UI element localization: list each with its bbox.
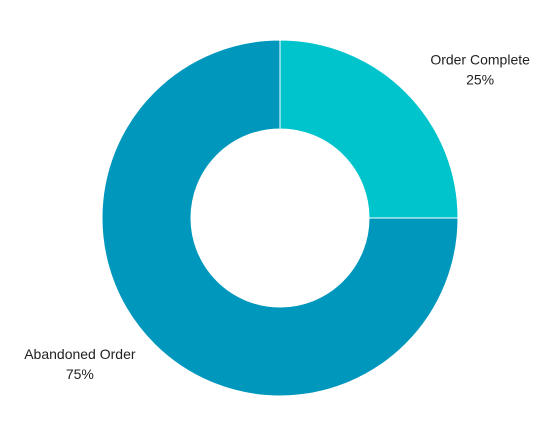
slice-label: Order Complete bbox=[430, 52, 530, 68]
slice-value-label: 25% bbox=[466, 72, 494, 88]
slice-value-label: 75% bbox=[66, 366, 94, 382]
slice bbox=[279, 39, 459, 219]
slice-label: Abandoned Order bbox=[24, 346, 136, 362]
slice bbox=[101, 39, 459, 397]
